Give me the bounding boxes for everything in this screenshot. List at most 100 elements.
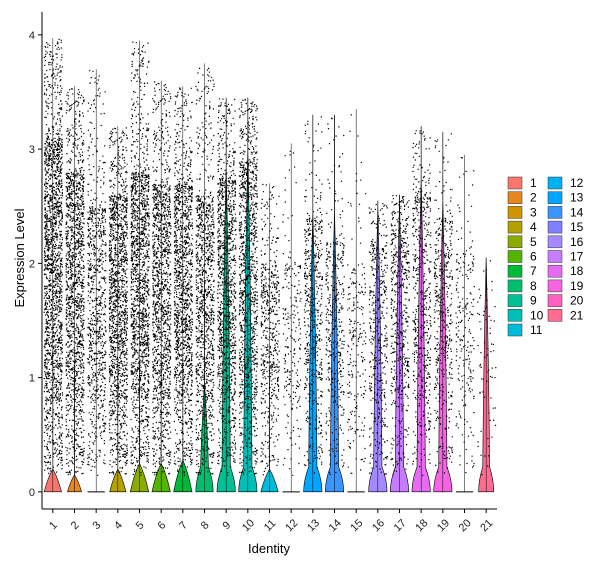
x-tick-label: 2 [69, 519, 82, 532]
legend-item-18: 18 [547, 264, 584, 278]
violin-group-10 [238, 97, 259, 493]
points-21 [477, 260, 497, 476]
legend-item-21: 21 [547, 308, 584, 322]
points-20 [455, 157, 475, 474]
legend-item-17: 17 [547, 250, 584, 264]
legend-item-15: 15 [547, 220, 584, 234]
x-tick-label: 3 [90, 519, 103, 532]
y-tick-label: 4 [29, 30, 35, 42]
legend-swatch [547, 220, 563, 234]
legend-label: 12 [570, 176, 584, 190]
x-tick-label: 6 [155, 519, 168, 532]
x-tick-label: 1 [47, 519, 60, 532]
y-axis-title: Expression Level [12, 208, 27, 307]
legend-swatch [507, 279, 523, 293]
violin-group-3 [87, 69, 107, 493]
points-3 [87, 70, 107, 476]
legend-item-20: 20 [547, 294, 584, 308]
y-tick-label: 2 [29, 258, 35, 270]
violin-group-14 [324, 114, 345, 493]
legend-swatch [507, 264, 523, 278]
legend-label: 21 [570, 308, 584, 322]
x-tick-label: 12 [283, 517, 300, 534]
legend-label: 14 [570, 205, 584, 219]
legend-label: 10 [530, 308, 544, 322]
violin-group-1 [43, 38, 64, 493]
legend-label: 8 [530, 279, 537, 293]
legend-item-14: 14 [547, 205, 584, 219]
points-1 [43, 38, 64, 475]
x-tick-label: 15 [348, 517, 365, 534]
points-11 [260, 183, 280, 476]
violin-group-18 [411, 126, 432, 493]
violin-group-9 [216, 97, 237, 493]
legend-label: 11 [530, 323, 543, 337]
legend-swatch [547, 176, 563, 190]
y-tick-label: 0 [29, 487, 35, 499]
violin-group-5 [129, 40, 150, 493]
violin-group-11 [260, 183, 280, 493]
x-tick-label: 13 [305, 517, 322, 534]
points-18 [412, 130, 432, 476]
x-tick-label: 17 [392, 517, 409, 534]
legend-item-11: 11 [507, 323, 543, 337]
points-4 [108, 127, 129, 475]
violin-group-16 [368, 200, 389, 493]
points-12 [282, 150, 302, 476]
legend-swatch [507, 191, 523, 204]
legend-label: 18 [570, 264, 584, 278]
points-7 [173, 87, 194, 476]
legend-item-9: 9 [507, 294, 537, 308]
x-tick-label: 11 [262, 517, 279, 534]
legend-label: 13 [570, 191, 584, 205]
violin-group-19 [433, 131, 454, 493]
x-tick-label: 14 [327, 517, 344, 534]
violin-group-2 [65, 86, 85, 493]
legend-item-2: 2 [507, 191, 537, 205]
legend-swatch [507, 323, 523, 337]
legend-swatch [547, 206, 563, 219]
legend-label: 19 [570, 279, 584, 293]
violin-group-17 [389, 194, 410, 493]
legend-swatch [507, 176, 523, 190]
legend-swatch [507, 309, 523, 322]
points-14 [325, 117, 345, 475]
legend-label: 3 [530, 205, 537, 219]
points-8 [195, 67, 215, 476]
legend-label: 5 [530, 235, 537, 249]
legend-item-1: 1 [507, 176, 537, 190]
legend-swatch [547, 191, 563, 204]
legend-label: 15 [570, 220, 584, 234]
x-tick-label: 16 [370, 517, 387, 534]
legend-item-7: 7 [507, 264, 537, 278]
x-tick-label: 4 [112, 519, 125, 532]
violin-group-6 [151, 80, 172, 493]
legend-swatch [547, 279, 563, 293]
points-15 [347, 114, 367, 474]
x-tick-label: 8 [199, 519, 212, 532]
violin-group-8 [195, 63, 215, 493]
legend-label: 17 [570, 250, 584, 264]
violin-group-15 [347, 109, 367, 493]
legend-swatch [547, 264, 563, 278]
legend-item-6: 6 [507, 250, 537, 264]
y-tick-label: 1 [29, 373, 35, 385]
legend-item-16: 16 [547, 235, 584, 249]
y-tick-label: 3 [29, 144, 35, 156]
violin-group-4 [108, 126, 129, 493]
violin-group-13 [303, 114, 323, 493]
legend-swatch [547, 235, 563, 249]
legend-swatch [547, 250, 563, 263]
legend-label: 1 [530, 176, 537, 190]
legend-item-5: 5 [507, 235, 537, 249]
legend-item-10: 10 [507, 308, 544, 322]
violin-group-12 [282, 143, 302, 493]
x-axis-title: Identity [248, 541, 290, 556]
points-16 [368, 203, 389, 475]
points-5 [130, 41, 150, 476]
legend-swatch [547, 309, 563, 322]
legend-label: 9 [530, 294, 537, 308]
x-tick-label: 19 [435, 517, 452, 534]
